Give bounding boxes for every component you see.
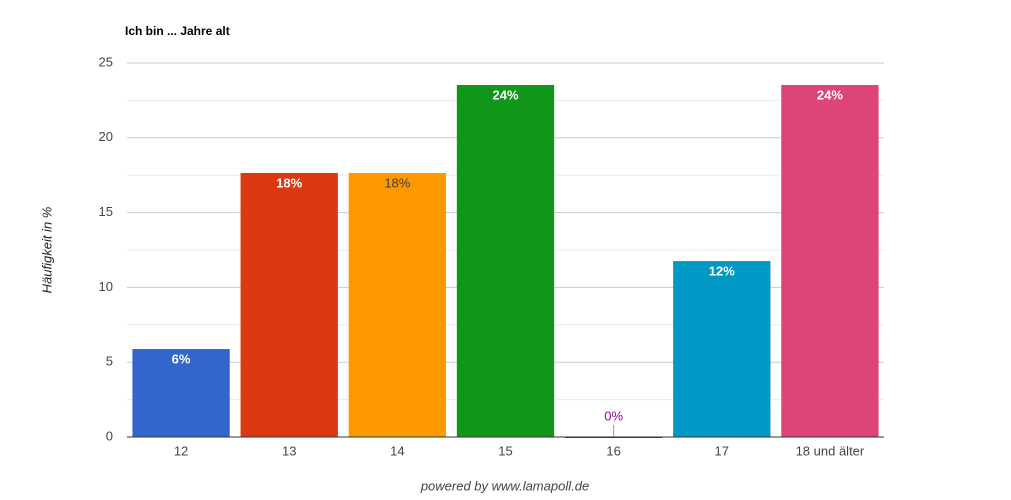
- x-tick-label: 14: [390, 443, 404, 458]
- x-tick-label: 16: [606, 443, 620, 458]
- x-tick-label: 17: [715, 443, 729, 458]
- y-tick-label: 15: [99, 204, 113, 219]
- value-label: 12%: [709, 264, 735, 279]
- value-label: 18%: [384, 175, 410, 190]
- footer: powered by www.lamapoll.de: [420, 478, 589, 493]
- x-tick-label: 12: [174, 443, 188, 458]
- value-label: 24%: [492, 87, 518, 102]
- y-tick-label: 20: [99, 129, 113, 144]
- value-label: 18%: [276, 175, 302, 190]
- y-axis-label: Häufigkeit in %: [39, 207, 54, 294]
- bar: [348, 172, 447, 437]
- y-tick-label: 5: [106, 354, 113, 369]
- value-label: 0%: [604, 408, 623, 423]
- bar: [673, 261, 771, 437]
- y-tick-label: 25: [99, 54, 113, 69]
- y-tick-label: 0: [106, 428, 113, 443]
- bar: [240, 172, 338, 437]
- value-label: 6%: [172, 351, 191, 366]
- bar: [456, 84, 555, 437]
- chart-title: Ich bin ... Jahre alt: [125, 24, 230, 38]
- x-tick-label: 13: [282, 443, 296, 458]
- bar: [781, 84, 879, 437]
- x-tick-label: 18 und älter: [796, 443, 865, 458]
- y-tick-label: 10: [99, 279, 113, 294]
- value-label: 24%: [817, 87, 843, 102]
- x-tick-label: 15: [498, 443, 512, 458]
- bar: [132, 349, 230, 437]
